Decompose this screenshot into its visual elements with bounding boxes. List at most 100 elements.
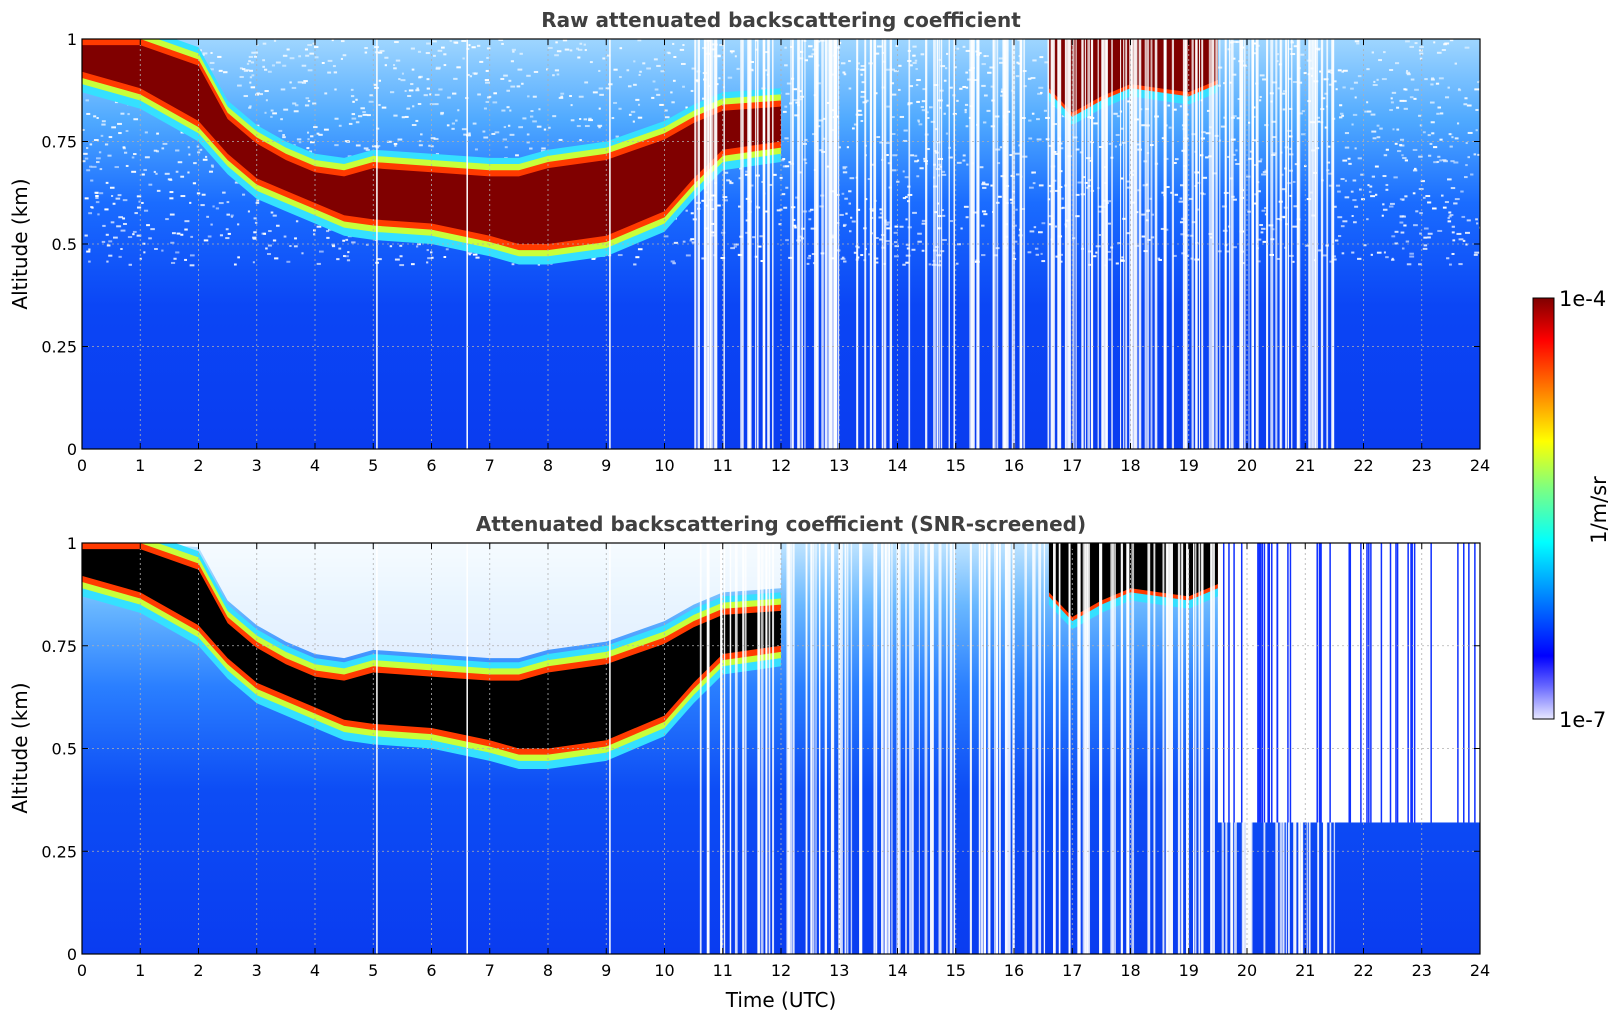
noise-pixel xyxy=(1461,215,1466,218)
noise-pixel xyxy=(1394,242,1399,245)
noise-pixel xyxy=(685,106,688,109)
noise-pixel xyxy=(1412,169,1418,172)
noise-pixel xyxy=(810,227,816,230)
noise-pixel xyxy=(362,113,368,116)
noise-pixel xyxy=(1054,189,1060,192)
noise-pixel xyxy=(334,88,337,91)
noise-pixel xyxy=(112,202,116,205)
noise-pixel xyxy=(921,249,925,252)
noise-pixel xyxy=(529,115,534,118)
dropout-stripe xyxy=(1138,39,1142,449)
noise-pixel xyxy=(502,138,507,141)
noise-pixel xyxy=(948,156,953,159)
noise-pixel xyxy=(848,60,851,63)
noise-pixel xyxy=(289,81,292,84)
noise-pixel xyxy=(1344,196,1350,199)
noise-pixel xyxy=(378,103,381,106)
noise-pixel xyxy=(120,229,126,232)
noise-pixel xyxy=(511,263,515,266)
noise-pixel xyxy=(427,257,432,260)
panel-raw: Raw attenuated backscattering coefficien… xyxy=(8,8,1490,475)
noise-pixel xyxy=(562,39,568,42)
noise-pixel xyxy=(515,154,519,157)
noise-pixel xyxy=(720,256,726,259)
colorbar-gradient xyxy=(1532,297,1555,720)
dropout-stripe xyxy=(891,543,893,954)
noise-pixel xyxy=(95,157,101,160)
dropout-stripe xyxy=(709,39,712,449)
dropout-stripe xyxy=(768,543,771,954)
noise-pixel xyxy=(1323,78,1329,81)
noise-pixel xyxy=(426,78,430,81)
noise-pixel xyxy=(344,255,349,258)
noise-pixel xyxy=(1281,173,1284,176)
noise-pixel xyxy=(892,154,898,157)
noise-pixel xyxy=(82,128,85,131)
noise-pixel xyxy=(1466,219,1471,222)
dropout-stripe xyxy=(1270,39,1274,449)
noise-pixel xyxy=(435,153,439,156)
noise-pixel xyxy=(511,48,516,51)
dropout-stripe xyxy=(1249,543,1252,954)
noise-pixel xyxy=(1403,99,1407,102)
noise-pixel xyxy=(680,62,686,65)
noise-pixel xyxy=(1435,82,1440,85)
x-tick-label: 17 xyxy=(1062,456,1082,475)
noise-pixel xyxy=(393,142,398,145)
noise-pixel xyxy=(1437,155,1441,158)
noise-pixel xyxy=(1292,81,1298,84)
noise-pixel xyxy=(617,254,623,257)
noise-pixel xyxy=(410,47,415,50)
noise-pixel xyxy=(1406,73,1411,76)
noise-pixel xyxy=(990,184,993,187)
x-tick-label: 11 xyxy=(713,456,733,475)
noise-pixel xyxy=(360,107,365,110)
noise-pixel xyxy=(915,84,919,87)
dropout-stripe xyxy=(609,543,611,954)
noise-pixel xyxy=(510,60,514,63)
noise-pixel xyxy=(808,218,812,221)
dropout-stripe xyxy=(1050,39,1053,449)
noise-pixel xyxy=(1179,184,1185,187)
dropout-stripe xyxy=(723,543,726,954)
noise-pixel xyxy=(941,170,946,173)
noise-pixel xyxy=(673,241,679,244)
noise-pixel xyxy=(108,254,113,257)
noise-pixel xyxy=(122,147,126,150)
noise-pixel xyxy=(1352,199,1357,202)
noise-pixel xyxy=(917,119,920,122)
noise-pixel xyxy=(1168,126,1172,129)
noise-pixel xyxy=(1276,53,1280,56)
noise-pixel xyxy=(508,79,512,82)
noise-pixel xyxy=(453,41,458,44)
noise-pixel xyxy=(915,67,918,70)
noise-pixel xyxy=(795,196,799,199)
dropout-stripe xyxy=(924,543,928,954)
noise-pixel xyxy=(1433,146,1438,149)
noise-pixel xyxy=(1342,86,1346,89)
noise-pixel xyxy=(1135,143,1141,146)
x-tick-label: 17 xyxy=(1062,961,1082,980)
noise-pixel xyxy=(1174,193,1179,196)
dropout-stripe xyxy=(979,543,981,954)
noise-pixel xyxy=(1351,123,1354,126)
noise-pixel xyxy=(1347,157,1351,160)
noise-pixel xyxy=(202,53,205,56)
noise-pixel xyxy=(818,119,824,122)
noise-pixel xyxy=(1254,193,1257,196)
dropout-stripe xyxy=(1069,543,1071,954)
noise-pixel xyxy=(760,260,765,263)
noise-pixel xyxy=(389,91,395,94)
noise-pixel xyxy=(691,67,697,70)
noise-pixel xyxy=(1298,112,1303,115)
noise-pixel xyxy=(1237,97,1241,100)
dropout-stripe xyxy=(1153,543,1156,954)
noise-pixel xyxy=(569,49,573,52)
noise-pixel xyxy=(1412,148,1418,151)
dropout-stripe xyxy=(1225,543,1228,954)
noise-pixel xyxy=(298,55,302,58)
noise-pixel xyxy=(919,167,924,170)
noise-pixel xyxy=(1261,227,1266,230)
dropout-stripe xyxy=(744,543,747,954)
noise-pixel xyxy=(461,128,467,131)
